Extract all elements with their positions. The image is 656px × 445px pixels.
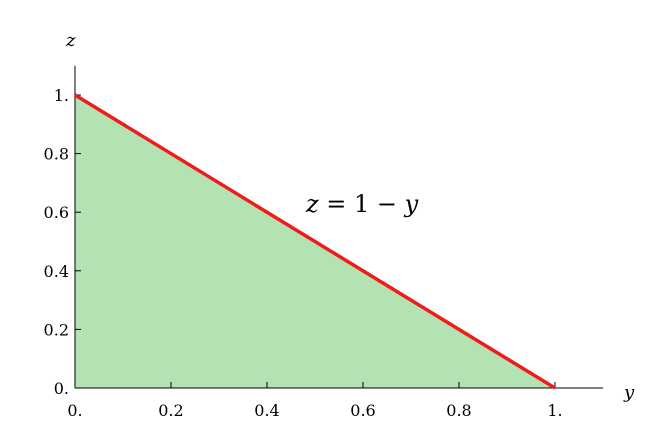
y-tick-label: 0.4	[44, 262, 69, 281]
y-tick-label: 0.8	[44, 145, 69, 164]
x-ticks: 0. 0.2 0.4 0.6 0.8 1.	[67, 382, 563, 420]
y-tick-label: 0.2	[44, 320, 69, 339]
y-tick-label: 1.	[54, 86, 69, 105]
equation-part: = 1 −	[319, 190, 405, 218]
x-tick-label: 0.6	[350, 401, 375, 420]
x-axis-title: y	[623, 382, 635, 403]
x-tick-label: 0.4	[254, 401, 279, 420]
y-tick-label: 0.	[54, 379, 69, 398]
line-equation-label: z = 1 − y	[305, 190, 419, 218]
y-axis-title: z	[65, 30, 76, 51]
x-tick-label: 1.	[547, 401, 562, 420]
y-tick-label: 0.6	[44, 203, 69, 222]
equation-part: y	[404, 190, 419, 218]
x-tick-label: 0.2	[158, 401, 183, 420]
series-line	[74, 93, 556, 390]
equation-part: z	[305, 190, 319, 218]
x-tick-label: 0.8	[446, 401, 471, 420]
x-tick-label: 0.	[67, 401, 82, 420]
y-ticks: 0. 0.2 0.4 0.6 0.8 1.	[44, 86, 81, 398]
